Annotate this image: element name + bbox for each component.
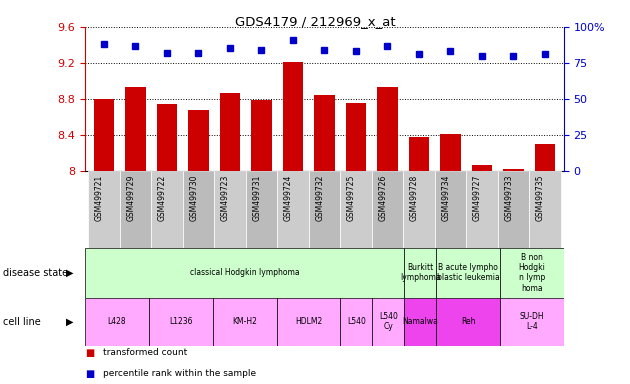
Text: disease state: disease state bbox=[3, 268, 68, 278]
Text: GSM499725: GSM499725 bbox=[347, 175, 356, 221]
Bar bbox=[435, 171, 466, 248]
Text: cell line: cell line bbox=[3, 316, 41, 327]
Text: L540: L540 bbox=[347, 317, 366, 326]
Text: B acute lympho
blastic leukemia: B acute lympho blastic leukemia bbox=[437, 263, 500, 282]
Bar bbox=[151, 171, 183, 248]
Bar bbox=[125, 87, 146, 171]
Bar bbox=[403, 171, 435, 248]
Bar bbox=[149, 298, 213, 346]
Bar bbox=[529, 171, 561, 248]
Text: transformed count: transformed count bbox=[103, 348, 187, 356]
Bar bbox=[404, 248, 436, 298]
Bar bbox=[85, 298, 149, 346]
Text: percentile rank within the sample: percentile rank within the sample bbox=[103, 369, 256, 377]
Text: GSM499731: GSM499731 bbox=[253, 175, 261, 221]
Bar bbox=[85, 248, 404, 298]
Text: KM-H2: KM-H2 bbox=[232, 317, 257, 326]
Text: GSM499733: GSM499733 bbox=[505, 175, 513, 221]
Bar bbox=[157, 104, 177, 171]
Text: L1236: L1236 bbox=[169, 317, 193, 326]
Text: L428: L428 bbox=[108, 317, 126, 326]
Bar bbox=[277, 171, 309, 248]
Bar bbox=[183, 171, 214, 248]
Bar bbox=[220, 93, 240, 171]
Text: GSM499723: GSM499723 bbox=[221, 175, 230, 221]
Text: GSM499729: GSM499729 bbox=[127, 175, 135, 221]
Text: GSM499727: GSM499727 bbox=[473, 175, 482, 221]
Bar bbox=[535, 144, 555, 171]
Text: GSM499728: GSM499728 bbox=[410, 175, 419, 221]
Bar bbox=[309, 171, 340, 248]
Text: B non
Hodgki
n lymp
homa: B non Hodgki n lymp homa bbox=[518, 253, 546, 293]
Text: HDLM2: HDLM2 bbox=[295, 317, 322, 326]
Bar bbox=[188, 110, 209, 171]
Bar bbox=[94, 99, 114, 171]
Text: classical Hodgkin lymphoma: classical Hodgkin lymphoma bbox=[190, 268, 299, 277]
Bar bbox=[120, 171, 151, 248]
Bar bbox=[346, 103, 366, 171]
Text: GDS4179 / 212969_x_at: GDS4179 / 212969_x_at bbox=[235, 15, 395, 28]
Text: ▶: ▶ bbox=[66, 268, 73, 278]
Text: ■: ■ bbox=[85, 348, 94, 358]
Text: ▶: ▶ bbox=[66, 316, 73, 327]
Bar bbox=[472, 166, 492, 171]
Bar bbox=[466, 171, 498, 248]
Text: Reh: Reh bbox=[461, 317, 476, 326]
Bar bbox=[440, 134, 461, 171]
Text: GSM499730: GSM499730 bbox=[190, 175, 198, 221]
Text: GSM499722: GSM499722 bbox=[158, 175, 167, 221]
Bar bbox=[314, 95, 335, 171]
Text: L540
Cy: L540 Cy bbox=[379, 312, 398, 331]
Bar bbox=[372, 298, 404, 346]
Text: GSM499734: GSM499734 bbox=[442, 175, 450, 221]
Bar bbox=[377, 87, 398, 171]
Text: Burkitt
lymphoma: Burkitt lymphoma bbox=[400, 263, 440, 282]
Bar bbox=[88, 171, 120, 248]
Bar bbox=[283, 62, 303, 171]
Text: SU-DH
L-4: SU-DH L-4 bbox=[520, 312, 544, 331]
Bar bbox=[213, 298, 277, 346]
Bar bbox=[340, 298, 372, 346]
Text: GSM499735: GSM499735 bbox=[536, 175, 545, 221]
Bar bbox=[251, 100, 272, 171]
Text: ■: ■ bbox=[85, 369, 94, 379]
Bar bbox=[503, 169, 524, 171]
Bar bbox=[277, 298, 340, 346]
Text: GSM499726: GSM499726 bbox=[379, 175, 387, 221]
Bar bbox=[500, 248, 564, 298]
Bar bbox=[372, 171, 403, 248]
Bar bbox=[436, 248, 500, 298]
Bar bbox=[246, 171, 277, 248]
Bar bbox=[436, 298, 500, 346]
Bar bbox=[214, 171, 246, 248]
Bar bbox=[340, 171, 372, 248]
Text: GSM499724: GSM499724 bbox=[284, 175, 293, 221]
Text: GSM499721: GSM499721 bbox=[95, 175, 104, 221]
Text: GSM499732: GSM499732 bbox=[316, 175, 324, 221]
Bar bbox=[500, 298, 564, 346]
Bar bbox=[404, 298, 436, 346]
Bar bbox=[498, 171, 529, 248]
Text: Namalwa: Namalwa bbox=[403, 317, 438, 326]
Bar bbox=[409, 137, 429, 171]
